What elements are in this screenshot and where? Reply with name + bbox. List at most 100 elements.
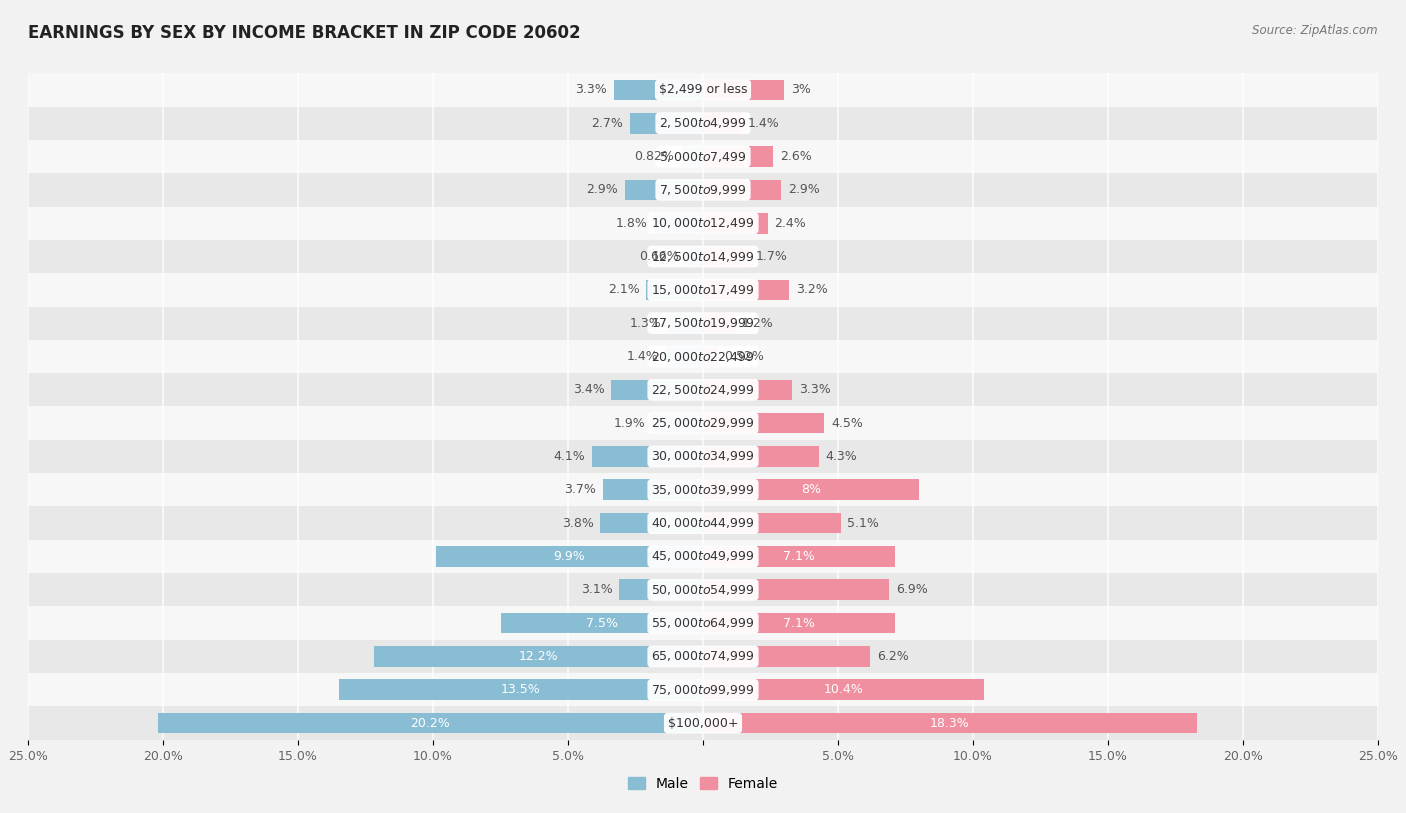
Text: 13.5%: 13.5% (501, 684, 541, 696)
Text: 18.3%: 18.3% (931, 717, 970, 729)
Bar (28, 406, 1378, 440)
Text: $2,499 or less: $2,499 or less (659, 84, 747, 96)
Bar (592, 446, 703, 467)
Text: 12.2%: 12.2% (519, 650, 558, 663)
Text: 3.2%: 3.2% (796, 284, 828, 296)
Text: 5.1%: 5.1% (848, 517, 879, 529)
Bar (28, 207, 1378, 240)
Text: 0.82%: 0.82% (634, 150, 673, 163)
Text: $50,000 to $54,999: $50,000 to $54,999 (651, 583, 755, 597)
Text: 2.4%: 2.4% (775, 217, 806, 229)
Bar (652, 413, 703, 433)
Text: $15,000 to $17,499: $15,000 to $17,499 (651, 283, 755, 297)
Bar (703, 146, 773, 167)
Bar (501, 613, 703, 633)
Bar (603, 480, 703, 500)
Bar (28, 640, 1378, 673)
Text: $2,500 to $4,999: $2,500 to $4,999 (659, 116, 747, 130)
Bar (668, 313, 703, 333)
Bar (28, 73, 1378, 107)
Bar (647, 280, 703, 300)
Text: 2.9%: 2.9% (586, 184, 619, 196)
Text: 3.3%: 3.3% (799, 384, 831, 396)
Bar (28, 506, 1378, 540)
Bar (28, 107, 1378, 140)
Bar (28, 140, 1378, 173)
Bar (703, 246, 749, 267)
Text: $65,000 to $74,999: $65,000 to $74,999 (651, 650, 755, 663)
Text: $20,000 to $22,499: $20,000 to $22,499 (651, 350, 755, 363)
Text: Source: ZipAtlas.com: Source: ZipAtlas.com (1253, 24, 1378, 37)
Bar (28, 373, 1378, 406)
Text: $7,500 to $9,999: $7,500 to $9,999 (659, 183, 747, 197)
Text: 10.4%: 10.4% (824, 684, 863, 696)
Bar (624, 180, 703, 200)
Text: 8%: 8% (801, 484, 821, 496)
Bar (28, 173, 1378, 207)
Text: 9.9%: 9.9% (554, 550, 585, 563)
Bar (703, 546, 894, 567)
Text: 3%: 3% (790, 84, 811, 96)
Bar (703, 713, 1197, 733)
Text: 0.66%: 0.66% (638, 250, 679, 263)
Bar (28, 573, 1378, 606)
Bar (28, 240, 1378, 273)
Bar (703, 346, 717, 367)
Bar (703, 80, 785, 100)
Text: 6.9%: 6.9% (896, 584, 928, 596)
Text: 1.4%: 1.4% (748, 117, 779, 129)
Text: $10,000 to $12,499: $10,000 to $12,499 (651, 216, 755, 230)
Text: $45,000 to $49,999: $45,000 to $49,999 (651, 550, 755, 563)
Bar (614, 80, 703, 100)
Bar (28, 473, 1378, 506)
Bar (703, 446, 820, 467)
Text: 1.9%: 1.9% (613, 417, 645, 429)
Text: 2.9%: 2.9% (787, 184, 820, 196)
Text: 1.4%: 1.4% (627, 350, 658, 363)
Bar (339, 680, 703, 700)
Bar (157, 713, 703, 733)
Text: 4.5%: 4.5% (831, 417, 863, 429)
Bar (703, 313, 735, 333)
Text: 4.3%: 4.3% (825, 450, 858, 463)
Text: 3.4%: 3.4% (572, 384, 605, 396)
Text: 2.7%: 2.7% (592, 117, 623, 129)
Bar (600, 513, 703, 533)
Bar (703, 380, 792, 400)
Bar (703, 413, 824, 433)
Text: 3.8%: 3.8% (562, 517, 593, 529)
Bar (28, 440, 1378, 473)
Text: 4.1%: 4.1% (554, 450, 585, 463)
Bar (374, 646, 703, 667)
Text: 1.7%: 1.7% (755, 250, 787, 263)
Text: $35,000 to $39,999: $35,000 to $39,999 (651, 483, 755, 497)
Text: $22,500 to $24,999: $22,500 to $24,999 (651, 383, 755, 397)
Text: $55,000 to $64,999: $55,000 to $64,999 (651, 616, 755, 630)
Text: 7.1%: 7.1% (783, 617, 814, 629)
Bar (703, 513, 841, 533)
Text: $100,000+: $100,000+ (668, 717, 738, 729)
Bar (28, 273, 1378, 307)
Bar (681, 146, 703, 167)
Legend: Male, Female: Male, Female (623, 771, 783, 796)
Bar (630, 113, 703, 133)
Text: 2.6%: 2.6% (780, 150, 811, 163)
Text: 7.5%: 7.5% (586, 617, 617, 629)
Text: 2.1%: 2.1% (607, 284, 640, 296)
Bar (654, 213, 703, 233)
Bar (665, 346, 703, 367)
Bar (703, 113, 741, 133)
Text: 1.3%: 1.3% (630, 317, 661, 329)
Bar (703, 580, 889, 600)
Bar (703, 180, 782, 200)
Bar (28, 606, 1378, 640)
Bar (703, 280, 789, 300)
Text: $12,500 to $14,999: $12,500 to $14,999 (651, 250, 755, 263)
Bar (703, 646, 870, 667)
Bar (28, 706, 1378, 740)
Text: 0.52%: 0.52% (724, 350, 763, 363)
Bar (612, 380, 703, 400)
Text: 7.1%: 7.1% (783, 550, 814, 563)
Bar (703, 680, 984, 700)
Bar (28, 673, 1378, 706)
